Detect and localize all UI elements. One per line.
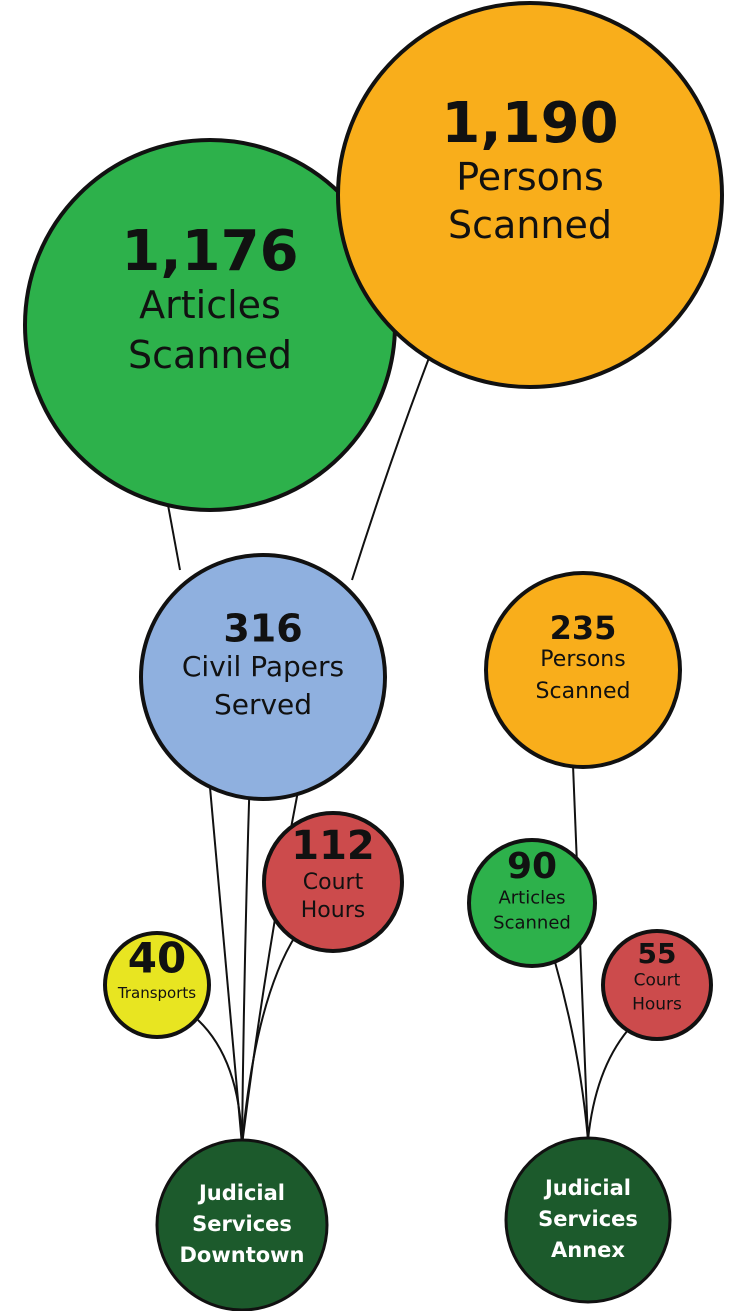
balloon-label: Scanned [536, 679, 631, 704]
balloon-label: Transports [117, 984, 196, 1002]
balloon-circle [139, 553, 387, 801]
hub-label: Downtown [179, 1243, 304, 1267]
balloon-circle [484, 571, 682, 769]
string [167, 504, 181, 571]
balloon-label: Court [303, 870, 364, 895]
balloon-label: Scanned [448, 203, 612, 247]
hub-label: Annex [551, 1238, 625, 1262]
balloon-label: Hours [301, 898, 365, 923]
string [587, 1029, 629, 1141]
balloon-label: Served [214, 688, 312, 721]
string [241, 934, 297, 1146]
hub-label: Judicial [543, 1176, 631, 1200]
string [207, 764, 243, 1146]
balloon-circle [601, 929, 713, 1041]
balloon-label: Scanned [493, 913, 571, 934]
strings [167, 349, 629, 1146]
string [351, 349, 433, 581]
string [572, 764, 589, 1141]
hub-circle [504, 1136, 672, 1304]
hub: Judicial Services Annex [504, 1136, 672, 1304]
balloon-value: 1,176 [121, 219, 298, 284]
hub-label: Services [538, 1207, 638, 1231]
hub: Judicial Services Downtown [155, 1138, 329, 1311]
balloon-value: 55 [638, 937, 677, 970]
balloon-value: 235 [550, 609, 617, 647]
balloon-label: Civil Papers [182, 650, 344, 683]
string [554, 961, 589, 1141]
hub-label: Services [192, 1212, 292, 1236]
string [241, 769, 251, 1146]
balloon-label: Hours [632, 994, 682, 1014]
hub-circle [155, 1138, 329, 1311]
balloon-label: Court [634, 970, 681, 990]
balloon-value: 1,190 [441, 91, 618, 156]
balloon-circle [103, 931, 211, 1039]
balloon-value: 40 [128, 934, 186, 983]
balloon-circle [262, 811, 404, 953]
balloon-circle [467, 838, 597, 968]
balloon-value: 316 [223, 607, 302, 651]
balloon-label: Persons [540, 647, 625, 672]
balloon-label: Scanned [128, 333, 292, 377]
balloon-label: Articles [139, 283, 281, 327]
balloon-label: Articles [498, 888, 565, 909]
balloon-value: 90 [507, 846, 557, 887]
string [197, 1019, 243, 1146]
hub-label: Judicial [197, 1181, 285, 1205]
balloon-value: 112 [291, 823, 375, 869]
balloon-circle [336, 1, 724, 389]
balloon-label: Persons [456, 155, 604, 199]
